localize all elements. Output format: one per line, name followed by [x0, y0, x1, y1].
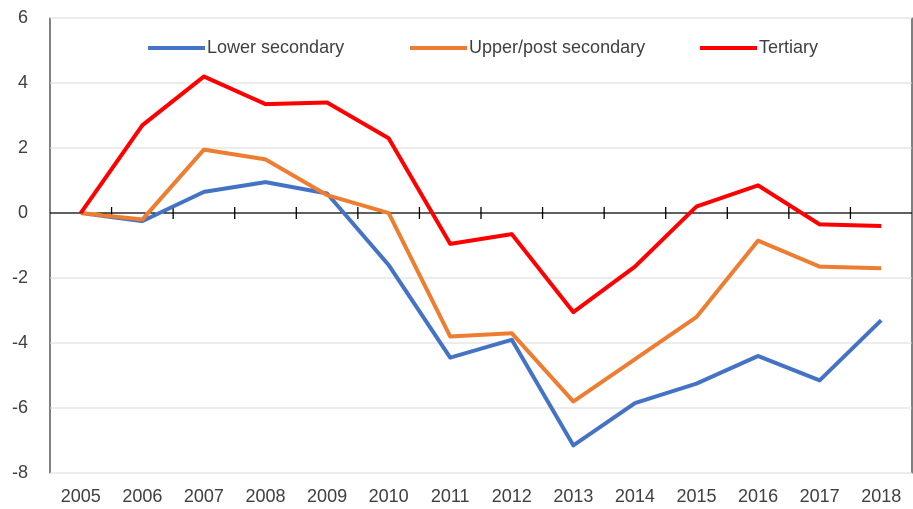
series-line: [80, 180, 883, 448]
y-tick-label: 4: [18, 72, 28, 92]
plot-frame: [49, 17, 913, 474]
legend-label: Upper/post secondary: [469, 37, 645, 57]
y-tick-label: -2: [12, 267, 28, 287]
y-tick-label: -4: [12, 332, 28, 352]
x-tick-label: 2017: [800, 486, 840, 506]
x-tick-label: 2011: [431, 486, 470, 506]
legend-label: Tertiary: [759, 37, 818, 57]
x-tick-label: 2015: [676, 486, 716, 506]
x-tick-label: 2013: [553, 486, 593, 506]
x-tick-label: 2016: [738, 486, 778, 506]
y-tick-label: -6: [12, 397, 28, 417]
x-tick-label: 2012: [492, 486, 532, 506]
series-line: [79, 74, 882, 315]
x-tick-label: 2009: [307, 486, 347, 506]
legend-label: Lower secondary: [207, 37, 344, 57]
series-line: [80, 147, 882, 404]
x-tick-label: 2014: [615, 486, 655, 506]
x-tick-label: 2018: [861, 486, 901, 506]
y-tick-label: 0: [18, 202, 28, 222]
y-tick-label: -8: [12, 462, 28, 482]
x-tick-label: 2005: [61, 486, 101, 506]
x-tick-label: 2007: [184, 486, 224, 506]
y-tick-label: 2: [18, 137, 28, 157]
x-tick-label: 2010: [369, 486, 409, 506]
y-tick-label: 6: [18, 7, 28, 27]
x-tick-label: 2008: [245, 486, 285, 506]
x-tick-label: 2006: [122, 486, 162, 506]
